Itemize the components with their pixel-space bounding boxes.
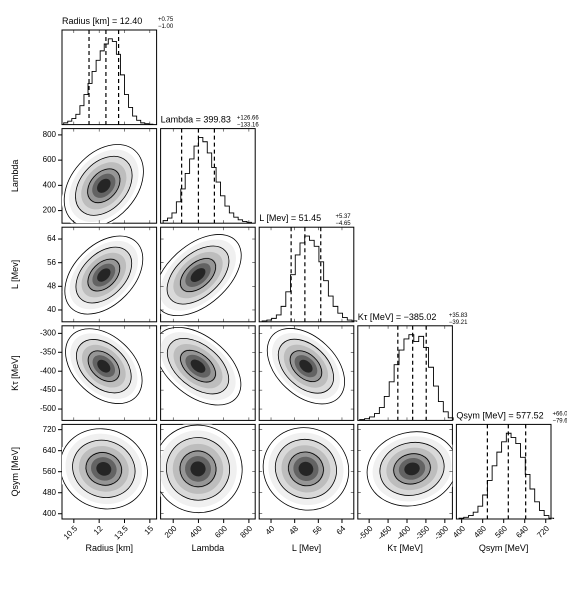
svg-text:560: 560 <box>43 467 57 476</box>
title-Radius: Radius [km] = 12.40 <box>62 16 142 26</box>
xlabel-Kt: Kτ [MeV] <box>387 543 423 553</box>
svg-text:−1.00: −1.00 <box>158 24 174 30</box>
title-L: L [Mev] = 51.45 <box>259 213 321 223</box>
svg-text:400: 400 <box>43 509 57 518</box>
svg-text:-300: -300 <box>40 328 57 337</box>
svg-text:+5.37: +5.37 <box>335 214 351 220</box>
ylabel-Kt: Kτ [MeV] <box>10 355 20 391</box>
svg-text:-500: -500 <box>40 404 57 413</box>
svg-text:56: 56 <box>47 258 56 267</box>
svg-text:+66.09: +66.09 <box>552 411 567 417</box>
svg-text:400: 400 <box>43 180 57 189</box>
ylabel-Qsym: Qsym [MeV] <box>10 447 20 497</box>
svg-text:48: 48 <box>47 281 56 290</box>
svg-text:+126.66: +126.66 <box>237 116 260 122</box>
svg-text:200: 200 <box>43 206 57 215</box>
svg-text:+35.83: +35.83 <box>449 313 468 319</box>
svg-text:+0.75: +0.75 <box>158 17 174 23</box>
svg-text:-350: -350 <box>40 347 57 356</box>
svg-text:-400: -400 <box>40 366 57 375</box>
ylabel-L: L [Mev] <box>10 260 20 289</box>
svg-text:640: 640 <box>43 446 57 455</box>
svg-text:480: 480 <box>43 488 57 497</box>
svg-text:-450: -450 <box>40 385 57 394</box>
svg-text:40: 40 <box>47 305 56 314</box>
svg-text:800: 800 <box>43 130 57 139</box>
svg-text:−79.63: −79.63 <box>552 418 567 424</box>
svg-text:720: 720 <box>43 425 57 434</box>
ylabel-Lambda: Lambda <box>10 160 20 193</box>
svg-text:64: 64 <box>47 234 56 243</box>
title-Lambda: Lambda = 399.83 <box>161 115 231 125</box>
svg-text:−4.65: −4.65 <box>335 221 351 227</box>
xlabel-L: L [Mev] <box>292 543 321 553</box>
xlabel-Radius: Radius [km] <box>86 543 134 553</box>
svg-text:−133.16: −133.16 <box>237 123 260 129</box>
title-Qsym: Qsym [MeV] = 577.52 <box>456 410 543 420</box>
xlabel-Qsym: Qsym [MeV] <box>479 543 529 553</box>
corner-plot: Radius [km] = 12.40 +0.75−1.00 200 400 600 80… <box>0 10 567 591</box>
svg-text:−39.21: −39.21 <box>449 320 468 326</box>
svg-text:600: 600 <box>43 155 57 164</box>
xlabel-Lambda: Lambda <box>192 543 225 553</box>
title-Kt: Kτ [MeV] = −385.02 <box>358 312 437 322</box>
